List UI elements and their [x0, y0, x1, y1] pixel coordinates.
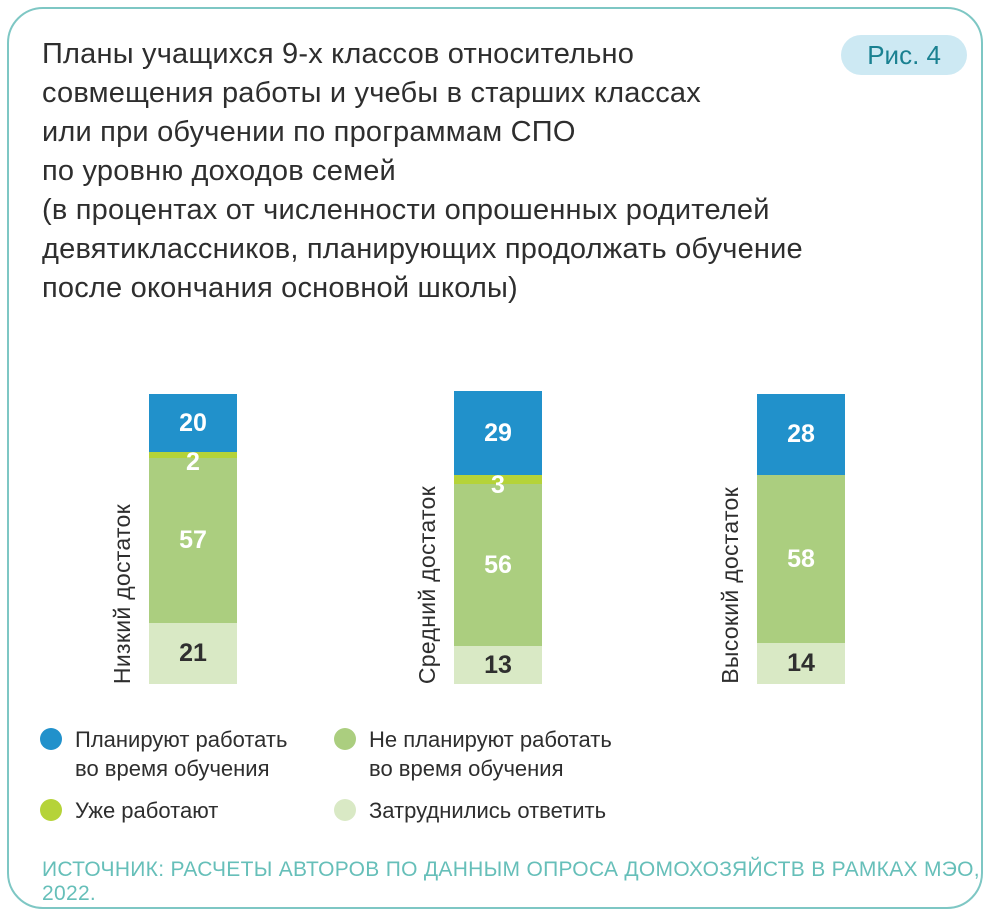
legend-label: Уже работают	[75, 798, 219, 823]
category-label: Средний достаток	[414, 485, 440, 684]
segment-value: 29	[484, 418, 512, 447]
bar-segment: 56	[454, 483, 542, 647]
bar-segment: 28	[757, 394, 845, 476]
legend-item-undecided: Затруднились ответить	[334, 796, 612, 825]
bar-segment: 29	[454, 391, 542, 476]
bar: 29 3 56 13	[454, 391, 542, 684]
legend: Планируют работать во время обучения Не …	[40, 725, 612, 825]
legend-label: Не планируют работать во время обучения	[369, 727, 612, 781]
bar-segment: 21	[149, 623, 237, 684]
segment-value: 13	[484, 650, 512, 679]
stacked-bar-chart: 20 2 57 21 Низкий достаток 29 3 56 13 Средний дос…	[9, 380, 985, 684]
source-note: ИСТОЧНИК: РАСЧЕТЫ АВТОРОВ ПО ДАННЫМ ОПРО…	[42, 858, 980, 905]
legend-label: Затруднились ответить	[369, 798, 607, 823]
segment-value: 3	[491, 471, 505, 500]
legend-item-no-plan-to-work: Не планируют работать во время обучения	[334, 725, 612, 783]
bar-segment: 14	[757, 643, 845, 684]
segment-value: 14	[787, 649, 815, 678]
category-label: Низкий достаток	[109, 503, 135, 684]
legend-dot-already-work-icon	[40, 799, 62, 821]
bar-segment: 58	[757, 475, 845, 644]
figure-card: Планы учащихся 9-х классов относительно …	[7, 7, 983, 909]
bar-segment: 57	[149, 457, 237, 624]
segment-value: 2	[186, 448, 200, 477]
segment-value: 20	[179, 408, 207, 437]
segment-value: 58	[787, 544, 815, 573]
bar-segment: 3	[454, 472, 542, 499]
legend-dot-plan-to-work-icon	[40, 728, 62, 750]
bar: 20 2 57 21	[149, 394, 237, 684]
legend-dot-no-plan-to-work-icon	[334, 728, 356, 750]
legend-dot-undecided-icon	[334, 799, 356, 821]
segment-value: 56	[484, 550, 512, 579]
legend-item-plan-to-work: Планируют работать во время обучения	[40, 725, 334, 783]
segment-value: 28	[787, 420, 815, 449]
bar-segment: 13	[454, 646, 542, 684]
bar: 28 58 14	[757, 394, 845, 684]
segment-value: 21	[179, 639, 207, 668]
legend-item-already-work: Уже работают	[40, 796, 334, 825]
figure-number-badge: Рис. 4	[841, 35, 967, 75]
bar-segment: 20	[149, 394, 237, 453]
category-label: Высокий достаток	[717, 487, 743, 684]
segment-value: 57	[179, 525, 207, 554]
bar-segment: 2	[149, 449, 237, 476]
figure-title: Планы учащихся 9-х классов относительно …	[42, 38, 803, 304]
legend-label: Планируют работать во время обучения	[75, 727, 288, 781]
